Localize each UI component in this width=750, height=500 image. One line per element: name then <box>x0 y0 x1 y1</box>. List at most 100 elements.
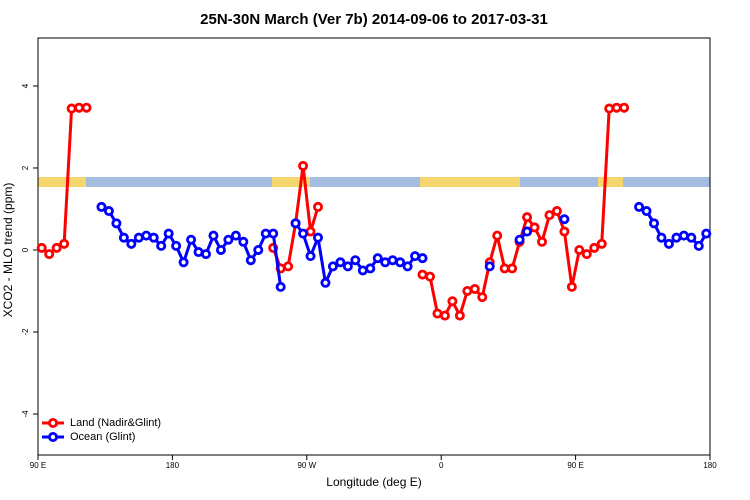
point <box>544 210 555 221</box>
point <box>178 257 189 268</box>
point <box>663 238 674 249</box>
x-tick-label: 90 E <box>30 461 46 470</box>
point <box>402 261 413 272</box>
legend-label: Land (Nadir&Glint) <box>70 417 161 429</box>
point <box>103 206 114 217</box>
x-tick-label: 0 <box>439 461 444 470</box>
land-band <box>598 177 623 187</box>
point <box>59 238 70 249</box>
point <box>454 310 465 321</box>
point <box>200 249 211 260</box>
point <box>327 261 338 272</box>
point <box>574 244 585 255</box>
point <box>268 228 279 239</box>
point <box>395 257 406 268</box>
point <box>581 249 592 260</box>
point <box>245 255 256 266</box>
point <box>656 232 667 243</box>
point <box>51 242 62 253</box>
point <box>596 238 607 249</box>
point <box>111 218 122 229</box>
point <box>447 296 458 307</box>
point <box>312 201 323 212</box>
point <box>66 103 77 114</box>
point <box>230 230 241 241</box>
point <box>208 230 219 241</box>
point <box>641 206 652 217</box>
point <box>312 232 323 243</box>
point <box>522 212 533 223</box>
point <box>634 201 645 212</box>
point <box>649 218 660 229</box>
ocean-band <box>38 177 710 187</box>
y-tick-label: 0 <box>21 247 30 252</box>
point <box>342 261 353 272</box>
point <box>537 236 548 247</box>
y-tick-label: 4 <box>21 83 30 88</box>
point <box>298 160 309 171</box>
point <box>290 218 301 229</box>
point <box>163 228 174 239</box>
point <box>365 263 376 274</box>
point <box>96 201 107 212</box>
chart-title: 25N-30N March (Ver 7b) 2014-09-06 to 201… <box>200 11 548 28</box>
point <box>126 238 137 249</box>
land-band <box>272 177 310 187</box>
point <box>253 244 264 255</box>
legend-marker <box>48 431 59 442</box>
point <box>283 261 294 272</box>
y-tick-label: -2 <box>21 328 30 336</box>
point <box>372 253 383 264</box>
x-tick-label: 90 W <box>297 461 316 470</box>
point <box>417 253 428 264</box>
y-tick-label: -4 <box>21 410 30 418</box>
point <box>350 255 361 266</box>
point <box>484 261 495 272</box>
point <box>320 277 331 288</box>
point <box>215 244 226 255</box>
point <box>619 102 630 113</box>
point <box>559 214 570 225</box>
point <box>701 228 712 239</box>
point <box>529 222 540 233</box>
point <box>559 226 570 237</box>
point <box>589 242 600 253</box>
point <box>305 251 316 262</box>
legend-marker <box>48 417 59 428</box>
point <box>148 232 159 243</box>
point <box>477 292 488 303</box>
point <box>514 234 525 245</box>
point <box>156 240 167 251</box>
point <box>186 234 197 245</box>
x-tick-label: 90 E <box>567 461 583 470</box>
y-axis-label: XCO2 - MLO trend (ppm) <box>1 183 15 318</box>
point <box>507 263 518 274</box>
point <box>81 102 92 113</box>
point <box>522 226 533 237</box>
point <box>604 103 615 114</box>
point <box>298 228 309 239</box>
x-axis-label: Longitude (deg E) <box>326 475 421 489</box>
point <box>693 240 704 251</box>
point <box>551 206 562 217</box>
legend-label: Ocean (Glint) <box>70 431 135 443</box>
point <box>424 271 435 282</box>
point <box>469 283 480 294</box>
point <box>275 281 286 292</box>
point <box>335 257 346 268</box>
land-band <box>38 177 86 187</box>
point <box>686 232 697 243</box>
x-tick-label: 180 <box>166 461 180 470</box>
land-band <box>420 177 520 187</box>
point <box>439 310 450 321</box>
land-ocean-strip <box>38 177 710 187</box>
y-tick-label: 2 <box>21 165 30 170</box>
point <box>566 281 577 292</box>
point <box>223 234 234 245</box>
point <box>36 242 47 253</box>
point <box>238 236 249 247</box>
x-tick-label: 180 <box>703 461 717 470</box>
point <box>118 232 129 243</box>
